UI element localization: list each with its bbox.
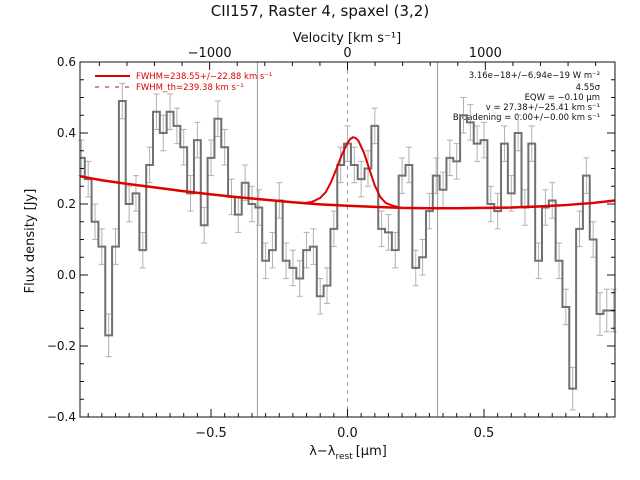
annotation-broadening: Broadening = 0.00+/−0.00 km s⁻¹ [453, 113, 600, 123]
y-tick-label: −0.4 [47, 410, 76, 424]
legend: FWHM=238.55+/−22.88 km s⁻¹ FWHM_th=239.3… [95, 72, 272, 93]
annotation-flux: 3.16e−18+/−6.94e−19 W m⁻² [469, 71, 600, 81]
legend-label-fwhm-th: FWHM_th=239.38 km s⁻¹ [136, 83, 244, 93]
annotation-eqw: EQW = −0.10 μm [525, 93, 600, 103]
x-axis-label-sub: rest [335, 452, 353, 462]
line-fit-curve [303, 136, 403, 209]
continuum-fit-line [79, 175, 616, 210]
x-axis-label: λ−λrest [μm] [309, 444, 387, 462]
top-tick-label: 0 [343, 46, 351, 61]
top-tick-label: 1000 [469, 46, 502, 61]
top-axis-label: Velocity [km s⁻¹] [293, 31, 401, 46]
x-axis-label-main: λ−λ [309, 444, 336, 459]
y-axis-label: Flux density [Jy] [23, 189, 38, 294]
chart-title: CII157, Raster 4, spaxel (3,2) [211, 2, 429, 20]
top-tick-label: −1000 [188, 46, 232, 61]
fit-annotations: 3.16e−18+/−6.94e−19 W m⁻² 4.55σ EQW = −0… [453, 71, 601, 123]
y-tick-label: −0.2 [47, 339, 76, 353]
x-tick-label: 0.5 [474, 426, 495, 441]
x-tick-label: 0.0 [337, 426, 358, 441]
y-tick-label: 0.4 [57, 126, 76, 140]
x-axis-label-unit: [μm] [356, 444, 387, 459]
y-tick-label: 0.2 [57, 197, 76, 211]
y-tick-label: 0.6 [57, 55, 76, 69]
annotation-velocity: v = 27.38+/−25.41 km s⁻¹ [486, 103, 600, 113]
legend-label-fwhm: FWHM=238.55+/−22.88 km s⁻¹ [136, 72, 272, 82]
y-tick-label: 0.0 [57, 268, 76, 282]
annotation-significance: 4.55σ [576, 83, 601, 93]
x-tick-label: −0.5 [195, 426, 227, 441]
